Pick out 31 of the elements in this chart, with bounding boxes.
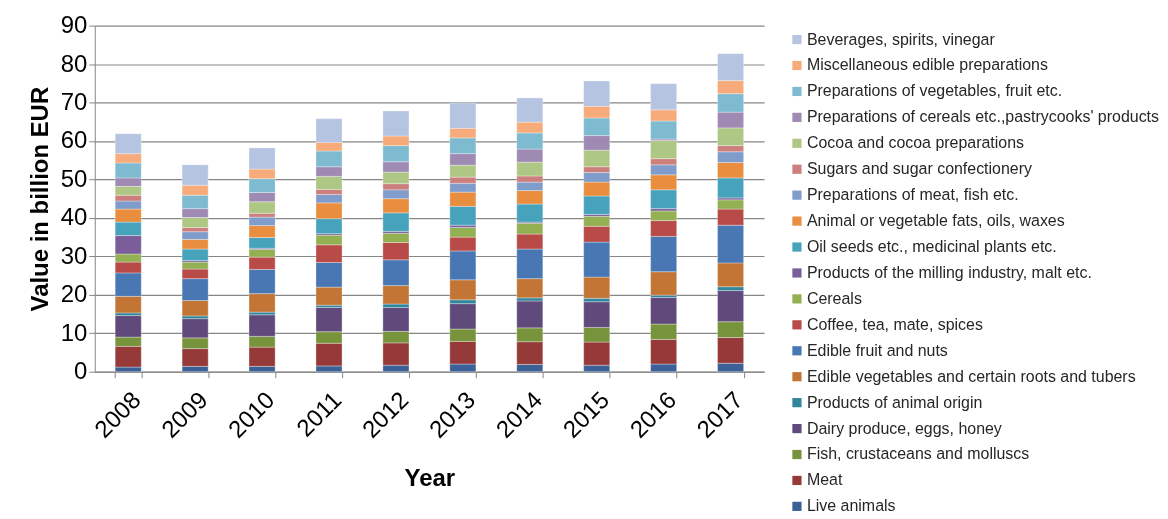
legend-label: Miscellaneous edible preparations (806, 56, 1048, 74)
y-tick-label: 80 (60, 49, 88, 77)
legend-label: Edible vegetables and certain roots and tubers (806, 367, 1136, 385)
y-tick-label: 70 (60, 88, 88, 115)
legend-label: Cereals (806, 289, 862, 307)
legend-label: Preparations of meat, fish etc. (806, 186, 1019, 204)
y-tick-label: 10 (60, 318, 88, 346)
legend-label: Edible fruit and nuts (806, 341, 948, 359)
legend-label: Products of the milling industry, malt etc. (806, 263, 1092, 281)
legend-label: Dairy produce, eggs, honey (806, 419, 1002, 437)
y-tick-label: 50 (60, 164, 88, 192)
legend-label: Oil seeds etc., medicinal plants etc. (806, 238, 1057, 256)
legend-label: Live animals (806, 497, 896, 515)
y-axis-title: Value in billion EUR (25, 86, 53, 312)
y-tick-label: 90 (60, 11, 88, 39)
legend-label: Coffee, tea, mate, spices (806, 315, 983, 333)
legend-label: Fish, crustaceans and molluscs (806, 445, 1030, 463)
y-tick-label: 20 (60, 280, 88, 308)
legend-label: Preparations of vegetables, fruit etc. (806, 82, 1063, 100)
y-tick-label: 0 (73, 357, 88, 385)
legend-label: Meat (806, 471, 843, 489)
legend-label: Sugars and sugar confectionery (806, 160, 1032, 178)
legend-label: Products of animal origin (806, 393, 983, 411)
y-tick-label: 60 (60, 126, 88, 154)
legend-label: Preparations of cereals etc.,pastrycooks' products (806, 108, 1160, 126)
legend-label: Cocoa and cocoa preparations (806, 134, 1025, 152)
y-tick-label: 40 (60, 203, 88, 231)
legend-label: Animal or vegetable fats, oils, waxes (806, 212, 1065, 230)
legend-label: Beverages, spirits, vinegar (806, 30, 996, 48)
x-axis-title: Year (404, 463, 456, 491)
y-tick-label: 30 (60, 241, 88, 269)
